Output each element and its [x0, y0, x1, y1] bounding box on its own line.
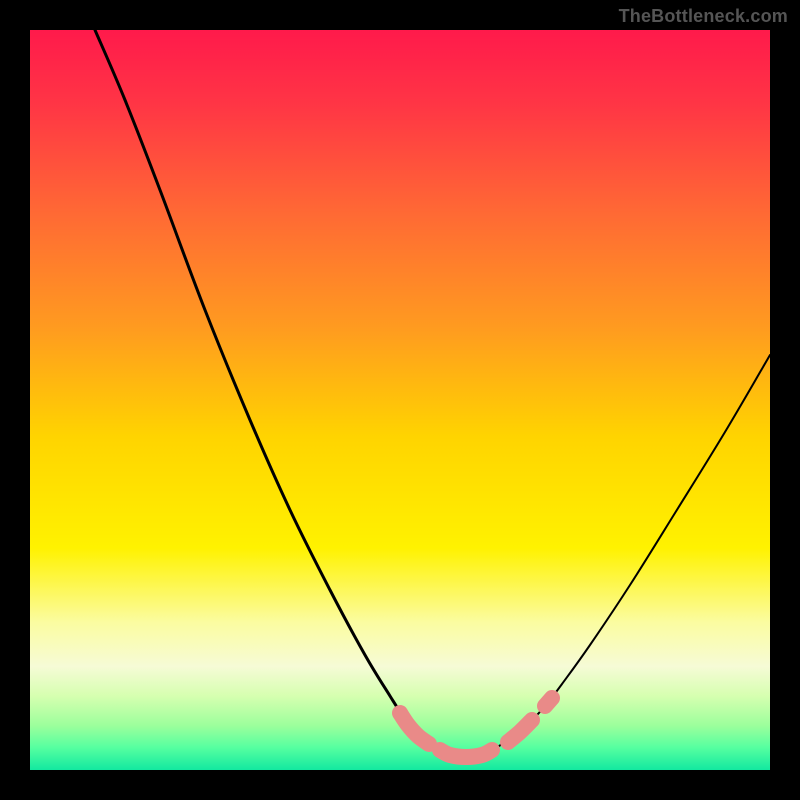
watermark-text: TheBottleneck.com — [619, 6, 788, 27]
chart-canvas — [0, 0, 800, 800]
highlight-segment-3 — [545, 698, 552, 706]
chart-root: TheBottleneck.com — [0, 0, 800, 800]
highlight-segment-1 — [440, 750, 492, 757]
